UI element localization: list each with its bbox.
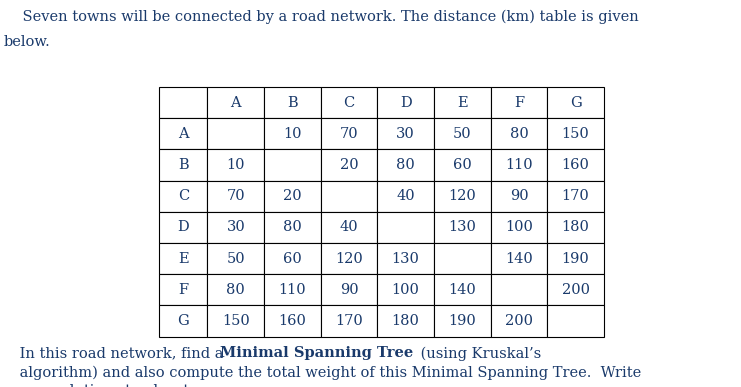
Text: 140: 140 <box>505 252 533 266</box>
Text: E: E <box>178 252 189 266</box>
Text: E: E <box>457 96 468 110</box>
Text: 80: 80 <box>396 158 415 172</box>
Text: 110: 110 <box>505 158 533 172</box>
Text: C: C <box>343 96 355 110</box>
Text: Seven towns will be connected by a road network. The distance (km) table is give: Seven towns will be connected by a road … <box>4 10 639 24</box>
Text: 90: 90 <box>510 189 528 203</box>
Text: A: A <box>230 96 241 110</box>
Text: 20: 20 <box>339 158 359 172</box>
Text: 160: 160 <box>279 314 306 328</box>
Text: D: D <box>400 96 411 110</box>
Text: (using Kruskal’s: (using Kruskal’s <box>416 346 542 361</box>
Text: 90: 90 <box>339 283 359 297</box>
Text: G: G <box>178 314 189 328</box>
Text: 180: 180 <box>392 314 419 328</box>
Text: C: C <box>178 189 189 203</box>
Text: B: B <box>287 96 298 110</box>
Text: 80: 80 <box>227 283 245 297</box>
Text: 30: 30 <box>227 221 245 235</box>
Text: 120: 120 <box>335 252 363 266</box>
Text: 190: 190 <box>448 314 476 328</box>
Text: 150: 150 <box>222 314 250 328</box>
Text: 170: 170 <box>335 314 363 328</box>
Text: 170: 170 <box>562 189 590 203</box>
Text: A: A <box>178 127 189 141</box>
Text: 30: 30 <box>396 127 415 141</box>
Text: 20: 20 <box>283 189 302 203</box>
Text: algorithm) and also compute the total weight of this Minimal Spanning Tree.  Wri: algorithm) and also compute the total we… <box>15 366 641 380</box>
Text: D: D <box>178 221 189 235</box>
Text: 40: 40 <box>396 189 415 203</box>
Text: 140: 140 <box>448 283 476 297</box>
Text: 80: 80 <box>283 221 302 235</box>
Text: F: F <box>514 96 524 110</box>
Text: G: G <box>570 96 582 110</box>
Text: your solution step by step        .: your solution step by step . <box>15 384 248 387</box>
Text: below.: below. <box>4 35 50 49</box>
Text: 200: 200 <box>562 283 590 297</box>
Text: 130: 130 <box>448 221 476 235</box>
Text: 100: 100 <box>505 221 533 235</box>
Text: 60: 60 <box>453 158 472 172</box>
Text: 60: 60 <box>283 252 302 266</box>
Text: 10: 10 <box>283 127 302 141</box>
Text: Minimal Spanning Tree: Minimal Spanning Tree <box>220 346 413 360</box>
Text: 70: 70 <box>227 189 245 203</box>
Text: 110: 110 <box>279 283 306 297</box>
Text: 200: 200 <box>505 314 533 328</box>
Text: 40: 40 <box>339 221 359 235</box>
Text: 100: 100 <box>392 283 419 297</box>
Text: 160: 160 <box>562 158 590 172</box>
Text: In this road network, find a: In this road network, find a <box>15 346 228 360</box>
Text: 50: 50 <box>227 252 245 266</box>
Text: 50: 50 <box>453 127 471 141</box>
Text: F: F <box>179 283 188 297</box>
Text: 80: 80 <box>510 127 528 141</box>
Text: 130: 130 <box>392 252 419 266</box>
Text: 70: 70 <box>339 127 359 141</box>
Text: 190: 190 <box>562 252 590 266</box>
Text: 120: 120 <box>448 189 476 203</box>
Text: 180: 180 <box>562 221 590 235</box>
Text: 10: 10 <box>227 158 245 172</box>
Text: 150: 150 <box>562 127 590 141</box>
Text: B: B <box>178 158 189 172</box>
